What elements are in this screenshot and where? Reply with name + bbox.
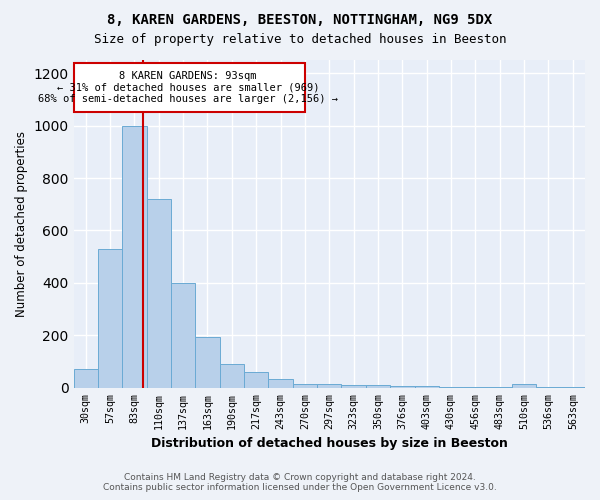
Bar: [122, 126, 146, 388]
Bar: [98, 249, 122, 388]
Bar: [244, 372, 268, 388]
FancyBboxPatch shape: [74, 62, 305, 112]
Bar: [512, 384, 536, 388]
Bar: [415, 386, 439, 388]
Text: 8, KAREN GARDENS, BEESTON, NOTTINGHAM, NG9 5DX: 8, KAREN GARDENS, BEESTON, NOTTINGHAM, N…: [107, 12, 493, 26]
X-axis label: Distribution of detached houses by size in Beeston: Distribution of detached houses by size …: [151, 437, 508, 450]
Text: Size of property relative to detached houses in Beeston: Size of property relative to detached ho…: [94, 32, 506, 46]
Bar: [146, 199, 171, 388]
Bar: [196, 336, 220, 388]
Y-axis label: Number of detached properties: Number of detached properties: [15, 131, 28, 317]
Text: Contains HM Land Registry data © Crown copyright and database right 2024.
Contai: Contains HM Land Registry data © Crown c…: [103, 473, 497, 492]
Bar: [390, 386, 415, 388]
Bar: [268, 378, 293, 388]
Bar: [220, 364, 244, 388]
Bar: [341, 385, 366, 388]
Text: 8 KAREN GARDENS: 93sqm
← 31% of detached houses are smaller (969)
68% of semi-de: 8 KAREN GARDENS: 93sqm ← 31% of detached…: [38, 71, 338, 104]
Bar: [74, 370, 98, 388]
Bar: [171, 283, 196, 388]
Bar: [366, 385, 390, 388]
Bar: [293, 384, 317, 388]
Bar: [317, 384, 341, 388]
